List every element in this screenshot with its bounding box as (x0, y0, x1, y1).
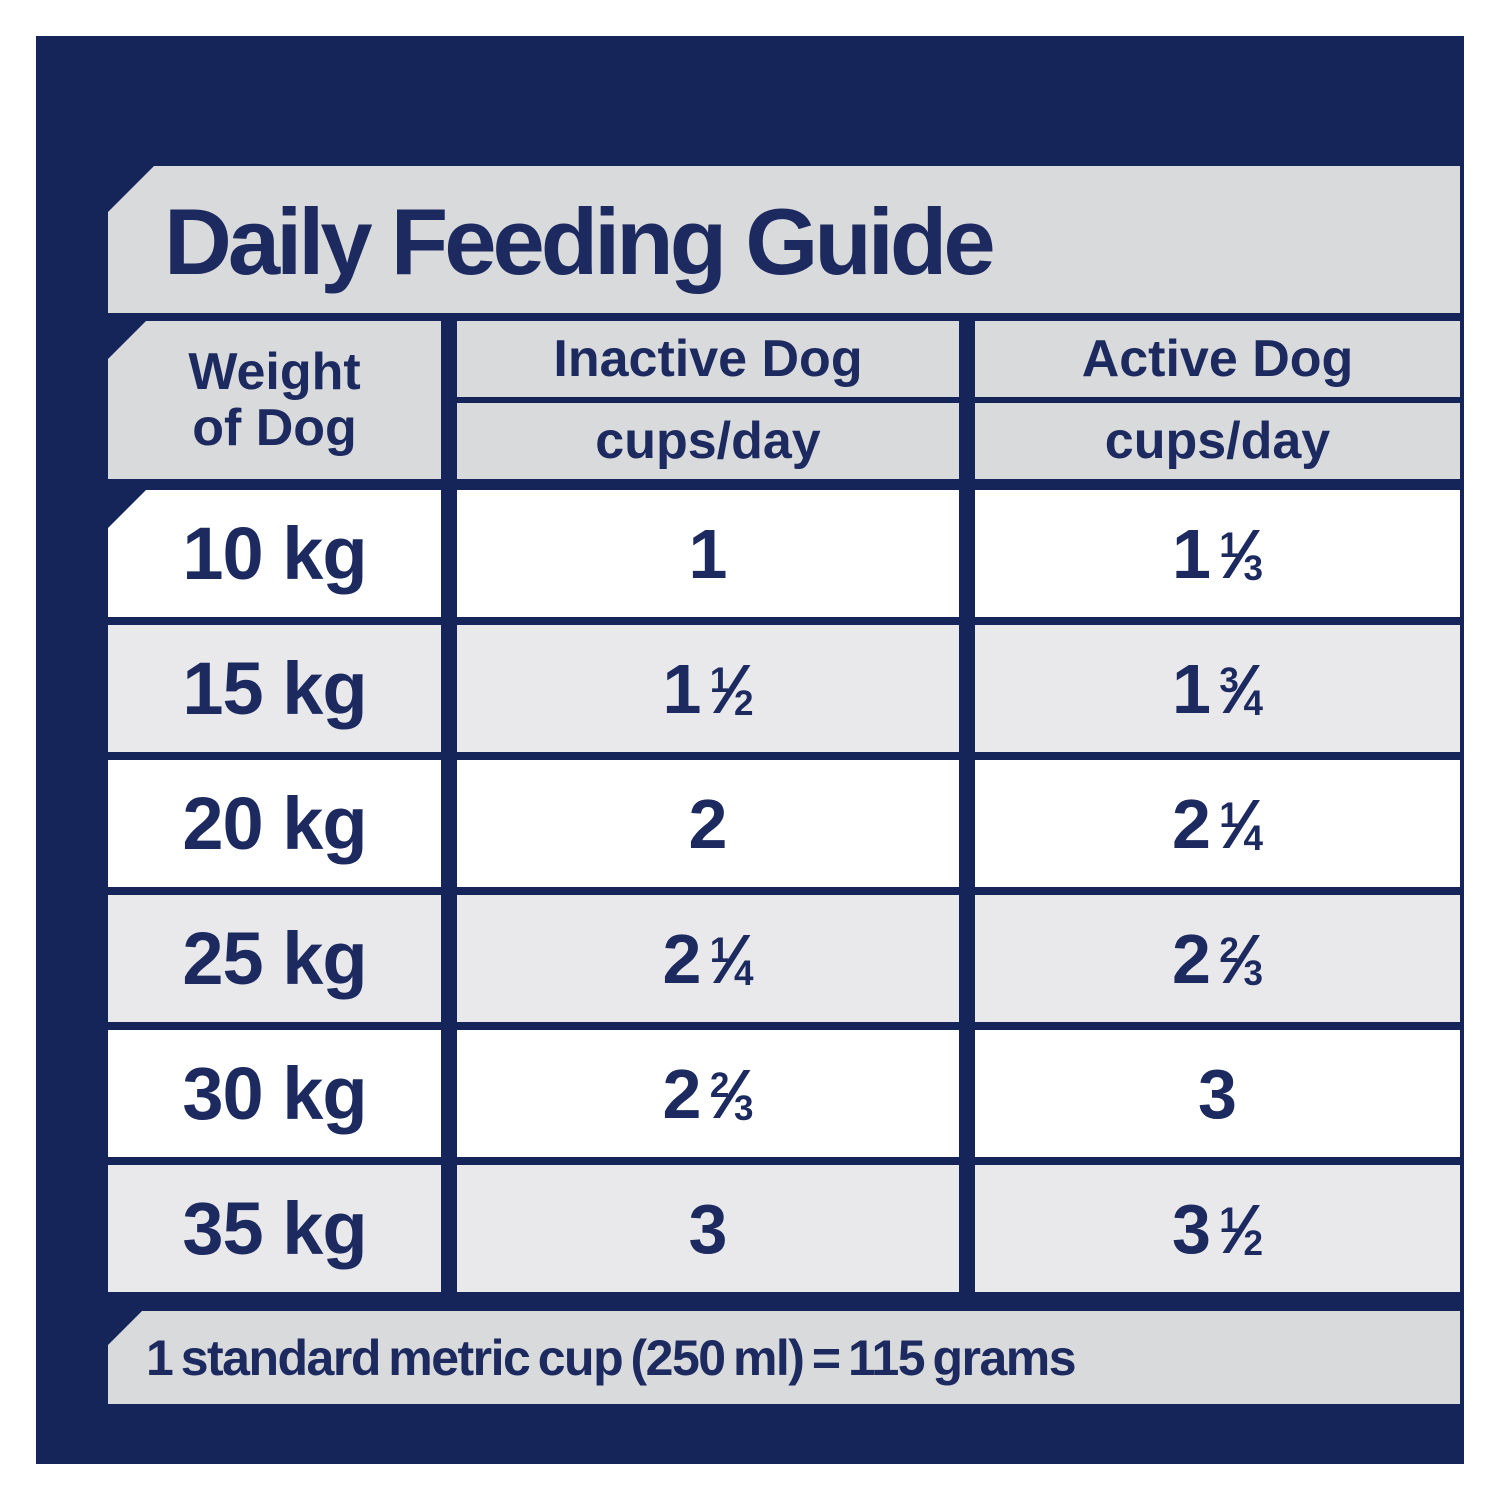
guide-title: Daily Feeding Guide (164, 188, 996, 294)
footer-banner: 1 standard metric cup (250 ml) = 115 gra… (108, 1311, 1460, 1404)
cell-active-20kg: 2 1⁄4 (975, 760, 1460, 887)
cup-conversion-note: 1 standard metric cup (250 ml) = 115 gra… (146, 1329, 1077, 1386)
weight-header-line-2: of Dog (192, 399, 357, 457)
col-header-inactive: Inactive Dog cups/day (457, 321, 959, 479)
weight-header-line-1: Weight (188, 342, 361, 401)
cell-inactive-10kg: 1 (457, 490, 959, 617)
navy-panel: Daily Feeding Guide Weight of Dog Inacti… (36, 36, 1464, 1464)
cell-weight-15kg: 15 kg (108, 625, 441, 752)
col-header-weight: Weight of Dog (108, 321, 441, 479)
active-dog-unit: cups/day (1104, 412, 1331, 470)
cell-active-15kg: 1 3⁄4 (975, 625, 1460, 752)
col-header-weight-lines: Weight of Dog (188, 344, 360, 456)
cell-active-25kg: 2 2⁄3 (975, 895, 1460, 1022)
inactive-dog-unit: cups/day (595, 412, 821, 470)
cell-inactive-20kg: 2 (457, 760, 959, 887)
cell-active-30kg: 3 (975, 1030, 1460, 1157)
cell-inactive-35kg: 3 (457, 1165, 959, 1292)
active-dog-label: Active Dog (1081, 330, 1354, 388)
cell-inactive-30kg: 2 2⁄3 (457, 1030, 959, 1157)
header-divider-line (975, 397, 1460, 403)
cell-weight-25kg: 25 kg (108, 895, 441, 1022)
cell-active-35kg: 3 1⁄2 (975, 1165, 1460, 1292)
cell-inactive-25kg: 2 1⁄4 (457, 895, 959, 1022)
col-header-active: Active Dog cups/day (975, 321, 1460, 479)
inactive-dog-label: Inactive Dog (553, 330, 863, 388)
cell-weight-10kg: 10 kg (108, 490, 441, 617)
cell-weight-20kg: 20 kg (108, 760, 441, 887)
cell-weight-30kg: 30 kg (108, 1030, 441, 1157)
cell-inactive-15kg: 1 1⁄2 (457, 625, 959, 752)
header-divider-line (457, 397, 959, 403)
title-banner: Daily Feeding Guide (108, 166, 1460, 313)
cell-active-10kg: 1 1⁄3 (975, 490, 1460, 617)
cell-weight-35kg: 35 kg (108, 1165, 441, 1292)
